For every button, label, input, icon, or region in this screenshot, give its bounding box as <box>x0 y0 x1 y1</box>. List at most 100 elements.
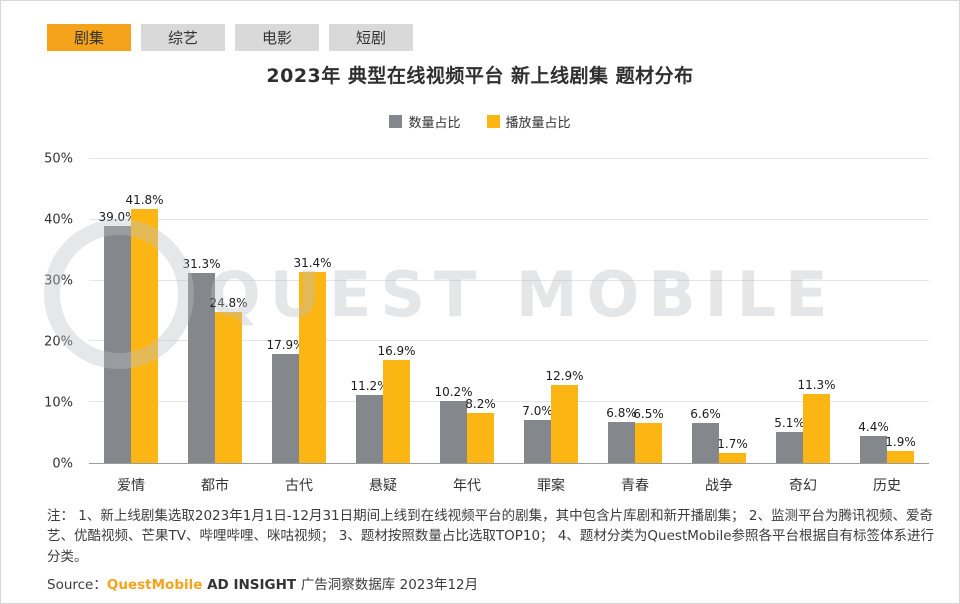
bar-wrap: 31.3% <box>182 159 221 463</box>
bar-group: 6.6% 1.7% <box>677 159 761 463</box>
y-tick-label: 0% <box>52 456 73 472</box>
bar-播放量占比 <box>635 423 662 463</box>
gridline <box>89 279 929 281</box>
x-category-label: 奇幻 <box>789 478 817 494</box>
bar-value-label: 6.5% <box>633 407 664 422</box>
y-tick-label: 50% <box>44 151 73 167</box>
x-category-label: 青春 <box>621 478 649 494</box>
bar-数量占比 <box>272 354 299 463</box>
bar-wrap: 6.8% <box>606 159 637 463</box>
bar-数量占比 <box>860 436 887 463</box>
x-category-label: 爱情 <box>117 478 145 494</box>
bar-数量占比 <box>440 400 467 463</box>
bar-value-label: 11.3% <box>797 378 836 393</box>
y-axis: 0% 10% 20% 30% 40% 50% <box>41 152 83 472</box>
bar-wrap: 5.1% <box>774 159 805 463</box>
bar-wrap: 16.9% <box>377 159 416 463</box>
bar-value-label: 4.4% <box>858 420 889 435</box>
bar-value-label: 7.0% <box>522 404 553 419</box>
legend-swatch <box>389 115 403 128</box>
bar-group: 10.2% 8.2% <box>425 159 509 463</box>
bar-value-label: 31.4% <box>293 256 332 271</box>
bar-value-label: 1.9% <box>885 435 916 450</box>
bar-group: 17.9% 31.4% <box>257 159 341 463</box>
bar-chart: QUEST MOBILE 0% 10% 20% 30% 40% 50% 39.0% 41.8… <box>41 151 941 496</box>
bar-wrap: 6.5% <box>633 159 664 463</box>
legend-item: 数量占比 <box>389 112 461 131</box>
bar-wrap: 8.2% <box>465 159 496 463</box>
bar-数量占比 <box>356 394 383 463</box>
x-axis-categories: 爱情 都市 古代 悬疑 年代 罪案 青春 战争 奇幻 历史 <box>89 468 929 496</box>
bar-group: 5.1% 11.3% <box>761 159 845 463</box>
bar-group: 7.0% 12.9% <box>509 159 593 463</box>
bar-groups: 39.0% 41.8% 31.3% 24.8% 17.9% 31.4% 11.2% 16.9%… <box>89 159 929 463</box>
bar-value-label: 16.9% <box>377 344 416 359</box>
legend-swatch <box>486 115 500 128</box>
bar-group: 4.4% 1.9% <box>845 159 929 463</box>
source-rest: 广告洞察数据库 2023年12月 <box>300 577 479 593</box>
bar-value-label: 5.1% <box>774 416 805 430</box>
x-category-label: 古代 <box>285 478 313 494</box>
chart-title: 2023年 典型在线视频平台 新上线剧集 题材分布 <box>266 65 694 87</box>
bar-wrap: 7.0% <box>522 159 553 463</box>
bar-数量占比 <box>692 422 719 463</box>
tab-movie[interactable]: 电影 <box>235 24 319 51</box>
x-category-label: 悬疑 <box>369 478 397 494</box>
bar-wrap: 11.2% <box>350 159 389 463</box>
gridline <box>89 218 929 220</box>
bar-播放量占比 <box>719 452 746 463</box>
source-line: Source：QuestMobile AD INSIGHT 广告洞察数据库 20… <box>47 573 478 593</box>
y-tick-label: 30% <box>44 273 73 289</box>
bar-group: 31.3% 24.8% <box>173 159 257 463</box>
source-prefix: Source： <box>47 577 107 593</box>
bar-group: 39.0% 41.8% <box>89 159 173 463</box>
x-category-label: 年代 <box>453 478 481 494</box>
bar-播放量占比 <box>383 360 410 463</box>
x-category-label: 罪案 <box>537 478 565 494</box>
bar-value-label: 6.6% <box>690 406 721 421</box>
tab-drama[interactable]: 剧集 <box>47 24 131 51</box>
bar-group: 11.2% 16.9% <box>341 159 425 463</box>
bar-播放量占比 <box>551 384 578 463</box>
y-tick-label: 10% <box>44 395 73 411</box>
y-tick-label: 20% <box>44 334 73 350</box>
bar-播放量占比 <box>299 272 326 463</box>
bar-value-label: 10.2% <box>434 384 473 399</box>
bar-数量占比 <box>524 420 551 463</box>
gridline <box>89 158 929 159</box>
bar-wrap: 1.7% <box>717 159 748 463</box>
x-category-label: 历史 <box>873 478 901 494</box>
bar-wrap: 17.9% <box>266 159 305 463</box>
footnote: 注： 1、新上线剧集选取2023年1月1日-12月31日期间上线到在线视频平台的… <box>47 508 935 565</box>
bar-wrap: 31.4% <box>293 159 332 463</box>
tab-bar: 剧集 综艺 电影 短剧 <box>47 24 413 51</box>
legend-item: 播放量占比 <box>486 112 571 131</box>
bar-value-label: 41.8% <box>125 192 164 207</box>
bar-value-label: 11.2% <box>350 378 389 393</box>
bar-wrap: 12.9% <box>545 159 584 463</box>
bar-wrap: 11.3% <box>797 159 836 463</box>
bar-播放量占比 <box>131 208 158 463</box>
bar-wrap: 4.4% <box>858 159 889 463</box>
bar-value-label: 17.9% <box>266 338 305 353</box>
bar-wrap: 6.6% <box>690 159 721 463</box>
bar-数量占比 <box>104 225 131 463</box>
bar-数量占比 <box>188 272 215 463</box>
bar-播放量占比 <box>803 394 830 463</box>
tab-short-drama[interactable]: 短剧 <box>329 24 413 51</box>
bar-wrap: 39.0% <box>98 159 137 463</box>
y-tick-label: 40% <box>44 212 73 228</box>
x-category-label: 战争 <box>705 478 733 494</box>
legend-label: 播放量占比 <box>505 116 571 131</box>
bar-value-label: 6.8% <box>606 405 637 420</box>
bar-数量占比 <box>608 421 635 463</box>
source-product: AD INSIGHT <box>207 577 301 593</box>
bar-数量占比 <box>776 432 803 463</box>
bar-value-label: 12.9% <box>545 368 584 383</box>
bar-value-label: 8.2% <box>465 397 496 412</box>
tab-variety[interactable]: 综艺 <box>141 24 225 51</box>
bar-wrap: 24.8% <box>209 159 248 463</box>
bar-value-label: 24.8% <box>209 296 248 311</box>
bar-wrap: 41.8% <box>125 159 164 463</box>
bar-wrap: 1.9% <box>885 159 916 463</box>
